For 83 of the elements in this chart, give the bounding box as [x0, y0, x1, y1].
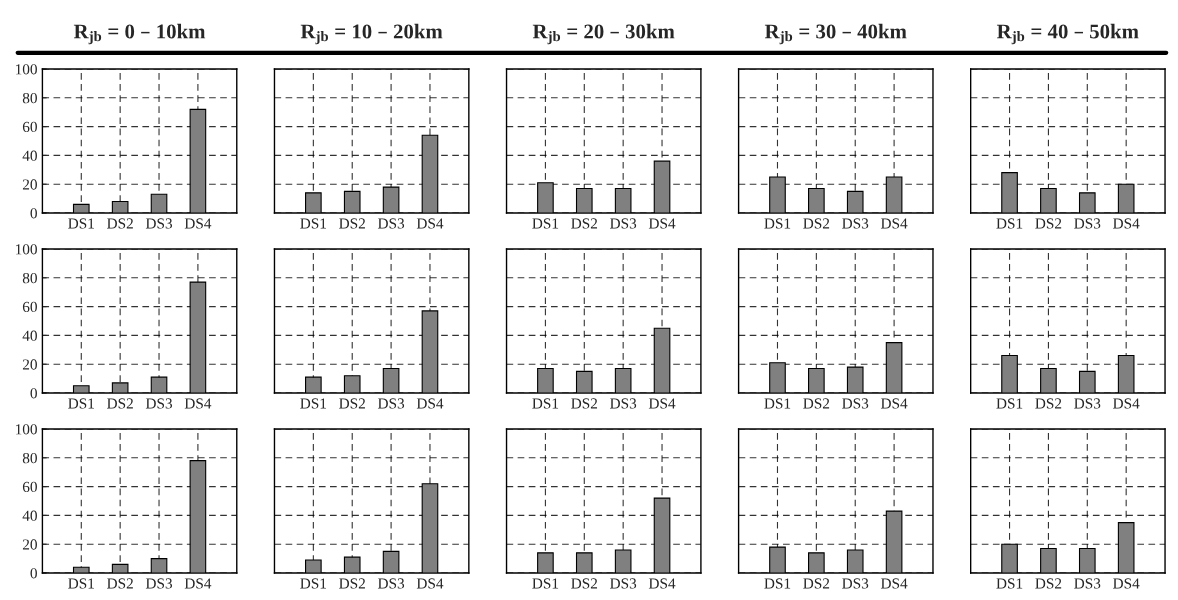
x-tick-label: DS1	[300, 218, 327, 229]
x-tick-label: DS4	[880, 578, 908, 589]
y-tick-label: 60	[22, 121, 37, 133]
y-tick-label: 20	[22, 359, 37, 370]
x-tick-label: DS3	[610, 578, 637, 589]
x-tick-label: DS3	[842, 578, 869, 589]
x-tick-label: DS1	[764, 578, 791, 589]
x-tick-label: DS4	[648, 398, 676, 409]
x-tick-label: DS1	[300, 578, 327, 589]
x-tick-label: DS3	[377, 578, 405, 589]
x-tick-label: DS1	[68, 398, 94, 409]
x-tick-label: DS2	[339, 218, 365, 229]
x-tick-label: DS4	[648, 578, 676, 589]
x-tick-label: DS3	[377, 398, 405, 409]
x-tick-label: DS2	[803, 578, 830, 589]
x-tick-label: DS4	[184, 578, 212, 589]
x-tick-label: DS3	[1074, 578, 1101, 589]
y-tick-label: 0	[30, 208, 37, 219]
x-tick-label: DS2	[803, 218, 830, 229]
x-tick-label: DS2	[571, 218, 598, 229]
chart-title: R$_{jb}$ = 30 – 40km	[764, 23, 907, 45]
x-tick-label: DS1	[68, 218, 94, 229]
x-tick-label: DS2	[1035, 218, 1062, 229]
x-tick-label: DS2	[107, 218, 133, 229]
x-tick-label: DS3	[145, 218, 173, 229]
chart-title: R$_{jb}$ = 20 – 30km	[532, 23, 675, 45]
y-tick-label: 100	[15, 244, 37, 255]
x-tick-label: DS4	[184, 398, 212, 409]
chart-title: R$_{jb}$ = 0 – 10km	[73, 23, 206, 45]
x-tick-label: DS4	[184, 218, 212, 229]
x-tick-label: DS3	[1074, 218, 1101, 229]
y-tick-label: 40	[22, 330, 37, 341]
y-tick-label: 80	[22, 452, 37, 464]
x-tick-label: DS4	[416, 398, 444, 409]
y-tick-label: 0	[30, 388, 37, 399]
x-tick-label: DS3	[842, 398, 869, 409]
x-tick-label: DS4	[416, 218, 444, 229]
x-tick-label: DS1	[532, 578, 559, 589]
x-tick-label: DS1	[996, 398, 1023, 409]
y-tick-label: 100	[15, 424, 37, 435]
x-tick-label: DS1	[532, 218, 559, 229]
x-tick-label: DS2	[107, 398, 133, 409]
x-tick-label: DS1	[996, 578, 1023, 589]
x-tick-label: DS2	[339, 398, 365, 409]
x-tick-label: DS4	[1113, 218, 1140, 229]
x-tick-label: DS1	[300, 398, 327, 409]
y-tick-label: 20	[22, 539, 37, 550]
y-tick-label: 100	[15, 64, 37, 75]
x-tick-label: DS3	[842, 218, 869, 229]
x-tick-label: DS4	[880, 398, 908, 409]
x-tick-label: DS2	[1035, 578, 1062, 589]
x-tick-label: DS3	[1074, 398, 1101, 409]
x-tick-label: DS2	[339, 578, 365, 589]
x-tick-label: DS1	[764, 218, 791, 229]
x-tick-label: DS4	[1113, 578, 1140, 589]
x-tick-label: DS4	[648, 218, 676, 229]
x-tick-label: DS2	[571, 398, 598, 409]
x-tick-label: DS3	[145, 578, 173, 589]
y-tick-label: 80	[22, 272, 37, 284]
x-tick-label: DS2	[803, 398, 830, 409]
x-tick-label: DS3	[610, 218, 637, 229]
x-tick-label: DS3	[377, 218, 405, 229]
x-tick-label: DS1	[764, 398, 791, 409]
y-tick-label: 0	[30, 568, 37, 579]
x-tick-label: DS3	[145, 398, 173, 409]
chart-title: R$_{jb}$ = 10 – 20km	[300, 23, 443, 45]
x-tick-label: DS2	[107, 578, 133, 589]
y-tick-label: 20	[22, 179, 37, 190]
y-tick-label: 60	[22, 481, 37, 493]
x-tick-label: DS4	[1113, 398, 1140, 409]
x-tick-label: DS2	[1035, 398, 1062, 409]
x-tick-label: DS1	[68, 578, 94, 589]
y-tick-label: 60	[22, 301, 37, 313]
x-tick-label: DS3	[610, 398, 637, 409]
y-tick-label: 40	[22, 510, 37, 521]
x-tick-label: DS1	[996, 218, 1023, 229]
y-tick-label: 40	[22, 150, 37, 161]
x-tick-label: DS4	[880, 218, 908, 229]
y-tick-label: 80	[22, 92, 37, 104]
chart-title: R$_{jb}$ = 40 – 50km	[996, 23, 1139, 45]
x-tick-label: DS1	[532, 398, 559, 409]
x-tick-label: DS2	[571, 578, 598, 589]
x-tick-label: DS4	[416, 578, 444, 589]
